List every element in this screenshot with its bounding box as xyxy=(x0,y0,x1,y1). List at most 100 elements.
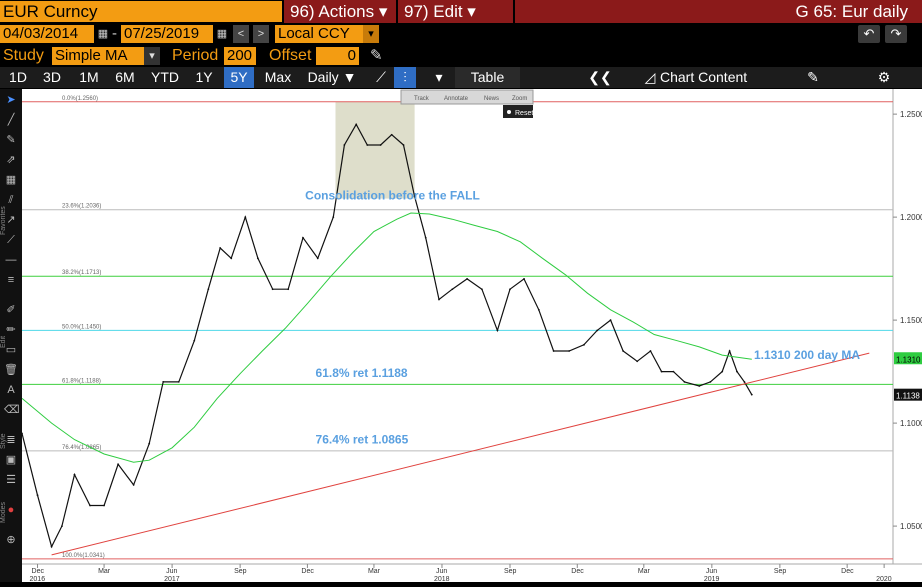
price-point xyxy=(132,484,135,486)
price-point xyxy=(622,350,625,352)
pencil-icon[interactable]: ✎ xyxy=(370,47,383,64)
currency-select[interactable]: Local CCY xyxy=(275,25,363,43)
price-point xyxy=(177,381,180,383)
text-tool-icon[interactable]: A xyxy=(7,384,15,396)
chart-annotation: Consolidation before the FALL xyxy=(305,189,480,203)
edit-tab[interactable]: Edit xyxy=(0,335,7,348)
range-1d[interactable]: 1D xyxy=(9,69,27,85)
x-tick-label: Mar xyxy=(638,568,651,575)
price-last-badge xyxy=(894,388,922,401)
price-point xyxy=(568,350,571,352)
frequency-select[interactable]: Daily ▼ xyxy=(307,69,357,85)
shape-tool-icon[interactable]: ▭ xyxy=(5,344,17,356)
range-3d[interactable]: 3D xyxy=(43,69,61,85)
reset-button[interactable]: Reset xyxy=(515,110,533,117)
x-tick-label: Dec xyxy=(841,568,854,575)
eraser-tool-icon[interactable]: ⌫ xyxy=(4,404,20,416)
price-point xyxy=(480,288,483,291)
fib-tool-icon[interactable]: ≡ xyxy=(7,274,15,286)
range-6m[interactable]: 6M xyxy=(115,69,135,85)
bar-chart-icon[interactable]: ⫶ xyxy=(394,67,416,88)
price-point xyxy=(596,329,599,332)
price-point xyxy=(709,381,712,383)
currency-dropdown-icon[interactable]: ▾ xyxy=(363,25,379,43)
line-chart-icon[interactable]: ⟋ xyxy=(376,69,386,85)
range-1y[interactable]: 1Y xyxy=(195,69,213,85)
x-tick-label: Jun xyxy=(706,568,717,575)
range-5y[interactable]: 5Y xyxy=(224,67,254,88)
price-point xyxy=(438,298,440,301)
chart-type-dropdown-icon[interactable]: ▾ xyxy=(435,69,443,85)
edit-menu[interactable]: 97) Edit ▾ xyxy=(398,0,513,23)
end-calendar-icon[interactable]: ▦ xyxy=(216,28,228,40)
price-point xyxy=(402,144,405,146)
ray-tool-icon[interactable]: ⇗ xyxy=(6,154,16,166)
channel-tool-icon[interactable]: ⫽ xyxy=(8,194,14,206)
range-toolbar: 1D 3D 1M 6M YTD 1Y 5Y Max Daily ▼ ⟋ ⫶ ▾ … xyxy=(0,67,922,88)
price-chart[interactable]: 0.0%(1.2560) 23.6%(1.2036) 38.2%(1.1713) 50… xyxy=(21,89,922,583)
price-point xyxy=(287,288,290,291)
hline-tool-icon[interactable]: — xyxy=(5,254,17,266)
redo-icon[interactable]: ↷ xyxy=(885,25,907,43)
chart-content-icon[interactable]: ◿ xyxy=(644,69,656,85)
window-title: G 65: Eur daily xyxy=(515,0,922,23)
price-point xyxy=(89,504,91,507)
prev-period-icon[interactable]: < xyxy=(233,25,249,43)
period-field[interactable]: 200 xyxy=(224,47,256,65)
start-date-field[interactable]: 04/03/2014 xyxy=(0,25,94,43)
track-tool[interactable]: Track xyxy=(414,96,430,102)
ma-last-badge xyxy=(894,352,922,365)
chart-svg[interactable]: 0.0%(1.2560) 23.6%(1.2036) 38.2%(1.1713) 50… xyxy=(21,89,922,583)
undo-icon[interactable]: ↶ xyxy=(858,25,880,43)
highlighter-tool-icon[interactable]: ✏ xyxy=(6,324,16,336)
price-point xyxy=(207,288,210,291)
start-calendar-icon[interactable]: ▦ xyxy=(97,28,109,40)
price-point xyxy=(148,442,151,445)
end-date-field[interactable]: 07/25/2019 xyxy=(121,25,213,43)
price-point xyxy=(271,288,274,291)
pen-tool-icon[interactable]: ✎ xyxy=(6,134,16,146)
color-tool-icon[interactable]: ▣ xyxy=(5,454,17,466)
table-button[interactable]: Table xyxy=(455,67,520,88)
arrow-tool-icon[interactable]: ↗ xyxy=(6,214,16,226)
price-point xyxy=(332,216,335,219)
fan-tool-icon[interactable]: ⟋ xyxy=(7,234,15,246)
chart-content-button[interactable]: Chart Content xyxy=(660,69,748,85)
favorites-tab[interactable]: Favorites xyxy=(0,206,7,235)
range-ytd[interactable]: YTD xyxy=(151,69,179,85)
actions-menu[interactable]: 96) Actions ▾ xyxy=(284,0,396,23)
settings-gear-icon[interactable]: ⚙ xyxy=(877,69,891,85)
next-period-icon[interactable]: > xyxy=(253,25,269,43)
price-point xyxy=(424,236,427,239)
edit-chart-icon[interactable]: ✎ xyxy=(807,69,819,85)
price-point xyxy=(379,144,382,146)
style-tab[interactable]: Style xyxy=(0,433,7,449)
x-year-label: 2018 xyxy=(434,576,450,582)
annotate-tool[interactable]: Annotate xyxy=(444,96,469,102)
trash-tool-icon[interactable]: 🗑 xyxy=(4,364,18,376)
study-dropdown-icon[interactable]: ▾ xyxy=(144,47,160,65)
brush-tool-icon[interactable]: ✐ xyxy=(6,304,16,316)
news-tool[interactable]: News xyxy=(484,96,499,102)
fib-label: 0.0%(1.2560) xyxy=(62,96,98,102)
study-select[interactable]: Simple MA xyxy=(52,47,144,65)
price-point xyxy=(750,393,753,396)
x-tick-label: Sep xyxy=(504,568,517,575)
lock-tool-icon[interactable]: ⊕ xyxy=(6,534,16,546)
thickness-tool-icon[interactable]: ☰ xyxy=(6,474,16,486)
line-style-icon[interactable]: ≣ xyxy=(6,434,16,446)
security-field[interactable]: EUR Curncy xyxy=(0,1,282,22)
line-tool-icon[interactable]: ╱ xyxy=(7,114,15,126)
chart-annotation: 1.1310 200 day MA xyxy=(754,348,860,362)
mode-tool-icon[interactable]: ● xyxy=(7,504,15,516)
cursor-tool-icon[interactable]: ➤ xyxy=(6,94,16,106)
grid-tool-icon[interactable]: ▦ xyxy=(5,174,17,186)
collapse-panel-icon[interactable]: ❮❮ xyxy=(588,69,612,85)
modes-tab[interactable]: Modes xyxy=(0,501,7,523)
zoom-tool[interactable]: Zoom xyxy=(512,96,527,102)
range-max[interactable]: Max xyxy=(264,69,292,85)
offset-field[interactable]: 0 xyxy=(316,47,359,65)
consolidation-box xyxy=(335,101,415,199)
range-1m[interactable]: 1M xyxy=(79,69,99,85)
price-point xyxy=(36,494,39,497)
